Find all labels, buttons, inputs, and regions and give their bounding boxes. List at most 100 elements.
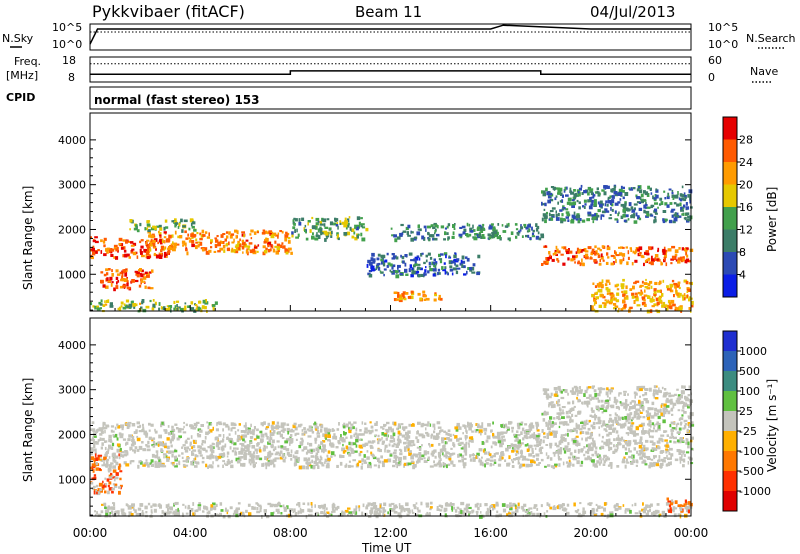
heatmap-cell <box>679 460 682 464</box>
heatmap-cell <box>212 306 215 311</box>
heatmap-cell <box>146 256 150 260</box>
heatmap-cell <box>148 436 152 440</box>
heatmap-cell <box>190 309 193 312</box>
heatmap-cell <box>647 410 649 413</box>
heatmap-cell <box>371 440 376 443</box>
heatmap-cell <box>177 306 181 309</box>
heatmap-cell <box>231 438 233 441</box>
heatmap-cell <box>245 422 247 427</box>
heatmap-cell <box>274 426 278 429</box>
heatmap-cell <box>436 233 440 237</box>
heatmap-cell <box>430 501 433 505</box>
heatmap-cell <box>436 435 440 439</box>
heatmap-cell <box>361 458 364 462</box>
heatmap-cell <box>681 508 684 513</box>
heatmap-cell <box>193 229 197 232</box>
heatmap-cell <box>634 440 637 444</box>
heatmap-cell <box>267 249 271 253</box>
heatmap-cell <box>607 464 611 467</box>
heatmap-cell <box>647 257 651 261</box>
heatmap-cell <box>606 252 609 256</box>
heatmap-cell <box>149 248 152 252</box>
heatmap-cell <box>217 464 220 468</box>
heatmap-cell <box>147 247 151 251</box>
heatmap-cell <box>320 511 324 513</box>
heatmap-cell <box>239 244 242 248</box>
heatmap-cell <box>445 271 448 274</box>
heatmap-cell <box>472 458 476 462</box>
heatmap-cell <box>115 433 118 438</box>
heatmap-cell <box>185 512 189 515</box>
heatmap-cell <box>92 464 97 467</box>
heatmap-cell <box>508 455 511 460</box>
heatmap-cell <box>686 287 690 291</box>
heatmap-cell <box>119 447 122 451</box>
heatmap-cell <box>639 410 641 413</box>
heatmap-cell <box>168 249 171 254</box>
heatmap-cell <box>94 236 98 239</box>
heatmap-cell <box>369 444 373 448</box>
heatmap-cell <box>579 399 581 402</box>
heatmap-cell <box>656 421 659 426</box>
heatmap-cell <box>670 456 672 460</box>
heatmap-cell <box>546 388 550 391</box>
heatmap-cell <box>530 427 533 431</box>
heatmap-cell <box>678 247 681 250</box>
heatmap-cell <box>192 234 196 238</box>
heatmap-cell <box>275 451 280 455</box>
heatmap-cell <box>221 241 223 244</box>
colorbar-segment <box>723 229 737 252</box>
heatmap-cell <box>577 219 580 223</box>
heatmap-cell <box>92 428 96 432</box>
heatmap-cell <box>535 223 538 227</box>
heatmap-cell <box>654 254 659 258</box>
heatmap-cell <box>536 429 540 432</box>
heatmap-cell <box>561 416 565 419</box>
heatmap-cell <box>638 186 640 189</box>
heatmap-cell <box>533 506 536 509</box>
heatmap-cell <box>149 462 152 465</box>
heatmap-cell <box>266 436 269 440</box>
heatmap-cell <box>539 452 543 455</box>
heatmap-cell <box>680 437 684 441</box>
heatmap-cell <box>633 203 638 206</box>
heatmap-cell <box>368 261 373 266</box>
heatmap-cell <box>531 232 535 236</box>
heatmap-cell <box>626 295 629 298</box>
heatmap-cell <box>466 257 470 262</box>
heatmap-cell <box>583 199 587 203</box>
heatmap-cell <box>335 224 339 227</box>
heatmap-cell <box>173 511 177 516</box>
heatmap-cell <box>273 459 277 462</box>
heatmap-cell <box>476 227 480 231</box>
heatmap-cell <box>314 426 319 430</box>
heatmap-cell <box>583 206 586 209</box>
heatmap-cell <box>606 288 609 292</box>
heatmap-cell <box>549 422 551 426</box>
heatmap-cell <box>253 438 257 441</box>
heatmap-cell <box>201 440 205 444</box>
heatmap-cell <box>440 464 443 468</box>
heatmap-cell <box>666 397 669 401</box>
heatmap-cell <box>358 507 361 512</box>
heatmap-cell <box>150 239 153 242</box>
heatmap-cell <box>283 508 287 512</box>
heatmap-cell <box>146 239 150 242</box>
heatmap-cell <box>340 437 343 441</box>
heatmap-cell <box>277 425 281 428</box>
heatmap-cell <box>551 258 555 262</box>
heatmap-cell <box>529 434 533 439</box>
heatmap-cell <box>345 226 348 230</box>
heatmap-cell <box>370 511 372 515</box>
heatmap-cell <box>517 425 521 430</box>
heatmap-cell <box>287 237 291 240</box>
heatmap-cell <box>244 430 247 434</box>
heatmap-cell <box>263 421 266 425</box>
heatmap-cell <box>600 253 603 258</box>
heatmap-cell <box>343 422 346 425</box>
heatmap-cell <box>265 465 268 470</box>
heatmap-cell <box>224 509 229 512</box>
heatmap-cell <box>520 453 523 458</box>
heatmap-cell <box>128 513 133 516</box>
heatmap-cell <box>473 229 476 232</box>
